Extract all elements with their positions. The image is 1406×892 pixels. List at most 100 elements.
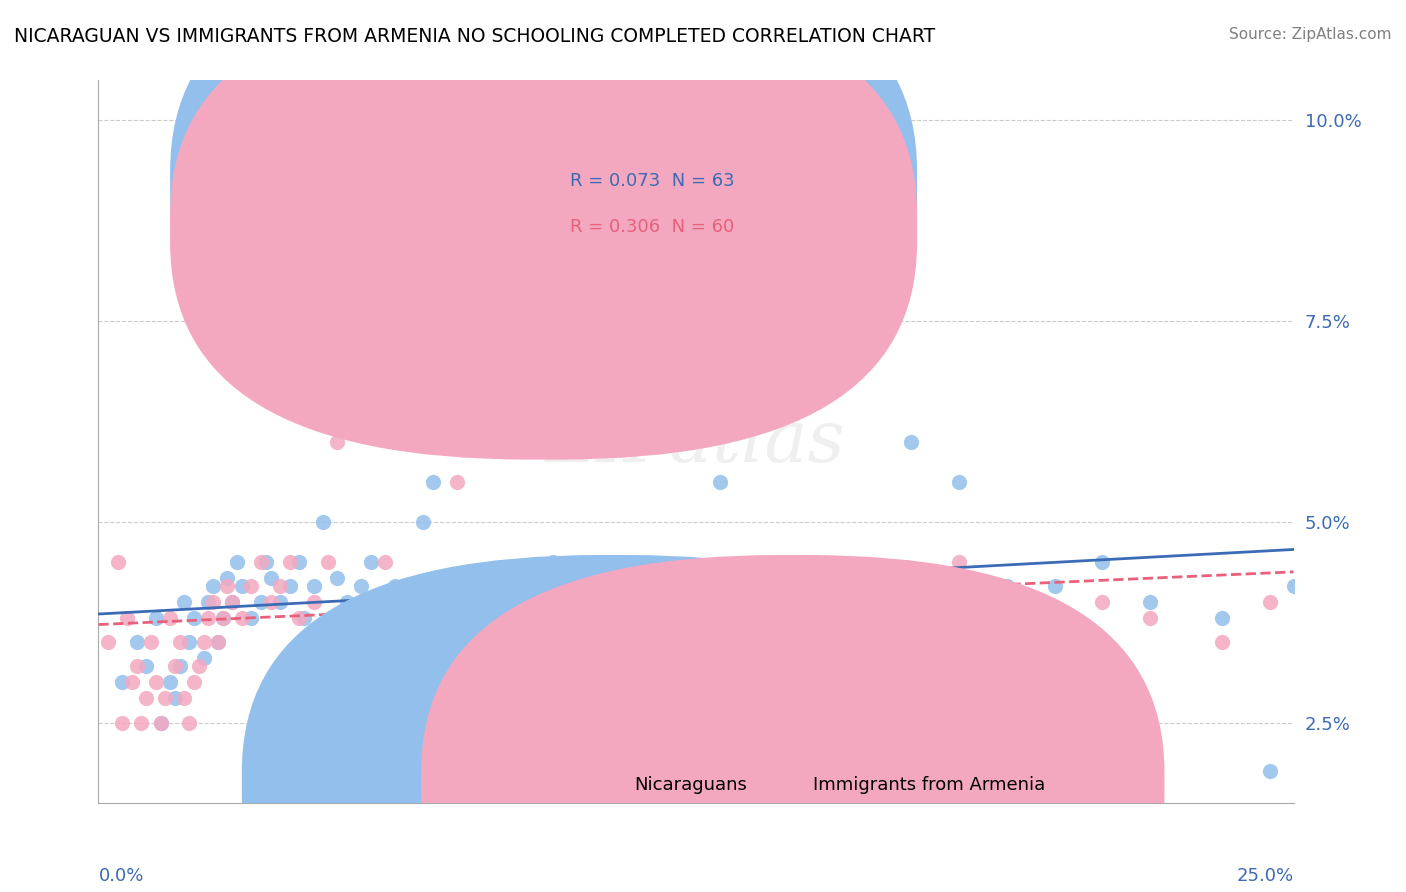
Point <box>613 611 636 625</box>
Point <box>316 555 339 569</box>
Point <box>326 434 349 449</box>
Point <box>412 515 434 529</box>
Point <box>541 555 564 569</box>
Point <box>193 651 215 665</box>
Point <box>159 675 181 690</box>
Point <box>278 555 301 569</box>
Point <box>135 659 157 673</box>
Point <box>565 579 588 593</box>
Text: R = 0.306  N = 60: R = 0.306 N = 60 <box>571 218 735 236</box>
Point <box>350 579 373 593</box>
FancyBboxPatch shape <box>170 0 917 417</box>
Point <box>111 675 134 690</box>
Point <box>541 595 564 609</box>
Point <box>661 579 683 593</box>
Point <box>288 611 311 625</box>
Point <box>197 611 219 625</box>
Point <box>709 475 731 489</box>
FancyBboxPatch shape <box>242 555 986 892</box>
Point <box>517 579 540 593</box>
Point <box>1091 595 1114 609</box>
Point <box>422 475 444 489</box>
Point <box>446 595 468 609</box>
Point <box>226 555 249 569</box>
Point <box>374 555 396 569</box>
Point <box>173 691 195 706</box>
Text: 0.0%: 0.0% <box>98 867 143 885</box>
Point <box>169 659 191 673</box>
Point <box>637 611 659 625</box>
Point <box>1211 611 1233 625</box>
Point <box>494 595 516 609</box>
Point <box>207 635 229 649</box>
Point <box>292 611 315 625</box>
Point <box>948 475 970 489</box>
Point <box>145 611 167 625</box>
FancyBboxPatch shape <box>170 0 917 459</box>
Point <box>900 611 922 625</box>
Point <box>254 555 277 569</box>
Point <box>207 635 229 649</box>
Point <box>756 595 779 609</box>
Point <box>259 571 281 585</box>
Point <box>1258 764 1281 778</box>
Point <box>159 611 181 625</box>
Point <box>111 715 134 730</box>
Point <box>278 579 301 593</box>
Point <box>211 611 233 625</box>
Point <box>97 635 120 649</box>
Point <box>240 579 263 593</box>
Text: R = 0.073  N = 63: R = 0.073 N = 63 <box>571 172 735 190</box>
Point <box>115 611 138 625</box>
Point <box>1258 595 1281 609</box>
Point <box>326 571 349 585</box>
Point <box>1139 595 1161 609</box>
Point <box>804 555 827 569</box>
Point <box>948 555 970 569</box>
Point <box>202 595 225 609</box>
Point <box>183 611 205 625</box>
Point <box>125 635 148 649</box>
Point <box>1139 611 1161 625</box>
Point <box>302 595 325 609</box>
Point <box>1282 579 1305 593</box>
FancyBboxPatch shape <box>505 153 792 268</box>
Point <box>589 579 612 593</box>
Text: 25.0%: 25.0% <box>1236 867 1294 885</box>
Point <box>517 595 540 609</box>
Point <box>139 635 162 649</box>
Point <box>217 571 239 585</box>
Point <box>470 579 492 593</box>
Point <box>183 675 205 690</box>
Point <box>125 659 148 673</box>
Text: Nicaraguans: Nicaraguans <box>634 776 747 794</box>
Point <box>995 635 1018 649</box>
Point <box>187 659 209 673</box>
Point <box>179 635 201 649</box>
Point <box>269 595 291 609</box>
Text: Source: ZipAtlas.com: Source: ZipAtlas.com <box>1229 27 1392 42</box>
Point <box>149 715 172 730</box>
Point <box>288 555 311 569</box>
Point <box>221 595 243 609</box>
Point <box>398 579 420 593</box>
Point <box>336 595 359 609</box>
Point <box>1043 579 1066 593</box>
Point <box>756 595 779 609</box>
Point <box>360 555 382 569</box>
Point <box>995 579 1018 593</box>
Point <box>565 579 588 593</box>
Point <box>312 515 335 529</box>
Point <box>221 595 243 609</box>
Point <box>269 579 291 593</box>
Point <box>374 611 396 625</box>
Point <box>240 611 263 625</box>
Point <box>107 555 129 569</box>
Point <box>135 691 157 706</box>
Point <box>202 579 225 593</box>
Point <box>231 579 253 593</box>
Point <box>121 675 143 690</box>
Point <box>193 635 215 649</box>
Point <box>350 354 373 368</box>
Point <box>163 659 186 673</box>
